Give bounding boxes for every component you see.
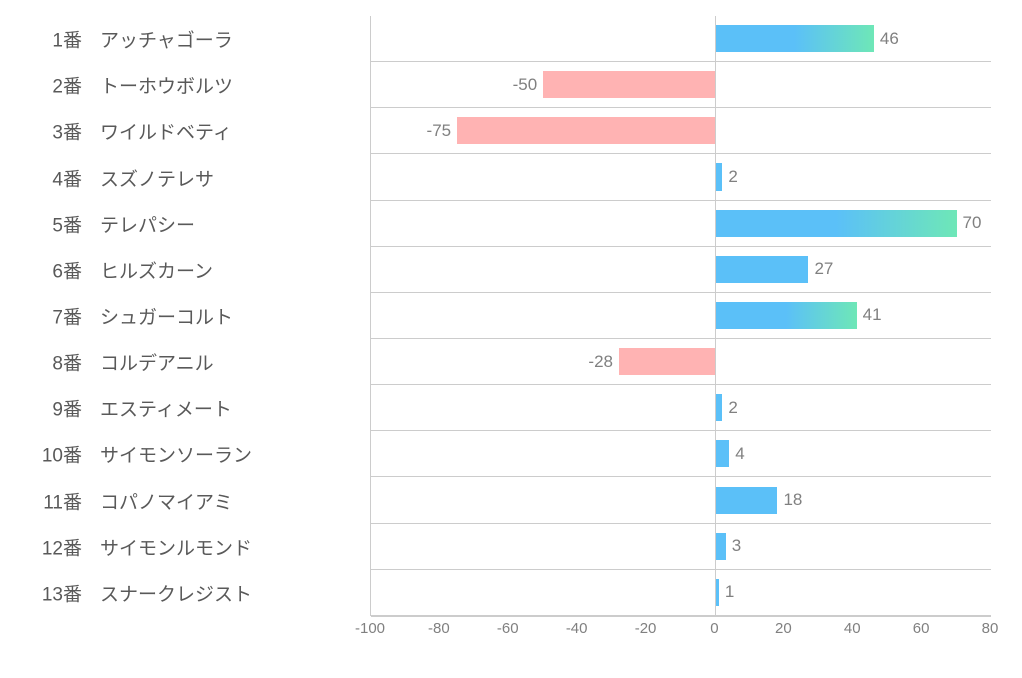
category-name: トーホウボルツ [100,72,233,99]
table-row: 70 [371,201,991,247]
category-number: 13番 [20,579,82,606]
category-name: サイモンソーラン [100,441,252,468]
category-name: ワイルドベティ [100,118,232,145]
x-tick-label: -60 [497,620,519,637]
bar-value-label: 3 [732,536,741,556]
bar [715,25,873,52]
table-row: -50 [371,62,991,108]
category-name: シュガーコルト [100,302,233,329]
bar-value-label: -28 [588,352,613,372]
x-tick-label: 0 [710,620,718,637]
category-number: 1番 [20,26,82,53]
category-number: 8番 [20,349,82,376]
bar [715,256,808,283]
bar-value-label: 1 [725,582,734,602]
x-tick-label: -100 [355,620,385,637]
bar [715,533,725,560]
bar-value-label: -50 [513,75,538,95]
table-row: 4 [371,431,991,477]
category-name: テレパシー [100,210,195,237]
x-axis-line [371,616,991,617]
x-tick-label: 60 [913,620,930,637]
bar [619,348,715,375]
bar [715,302,856,329]
zero-axis-line [715,16,716,616]
bar [715,394,722,421]
table-row: 18 [371,478,991,524]
table-row: 27 [371,247,991,293]
table-row: 2 [371,154,991,200]
bar-value-label: 46 [880,29,899,49]
category-name: サイモンルモンド [100,533,252,560]
bar-value-label: 18 [783,490,802,510]
category-number: 3番 [20,118,82,145]
category-name: エスティメート [100,395,232,422]
x-tick-label: -20 [635,620,657,637]
category-number: 6番 [20,256,82,283]
bar [543,71,715,98]
table-row: 2 [371,385,991,431]
bar [457,117,715,144]
table-row: 3 [371,524,991,570]
category-number: 10番 [20,441,82,468]
bar-value-label: 4 [735,444,744,464]
bar [715,210,956,237]
x-tick-label: -80 [428,620,450,637]
x-tick-label: 20 [775,620,792,637]
x-tick-label: -40 [566,620,588,637]
x-tick-label: 80 [982,620,999,637]
table-row: 41 [371,293,991,339]
diverging-bar-chart: 46 -50 -75 2 70 27 41 -28 2 4 18 3 1 1番アッチャゴーラ 2番トーホウ… [0,0,1022,678]
category-number: 4番 [20,164,82,191]
table-row: 46 [371,16,991,62]
table-row: -75 [371,108,991,154]
category-number: 11番 [20,487,82,514]
table-row: -28 [371,339,991,385]
bar-value-label: 41 [863,305,882,325]
bar [715,487,777,514]
category-name: スナークレジスト [100,579,252,606]
category-number: 5番 [20,210,82,237]
bar-value-label: -75 [427,121,452,141]
category-name: コルデアニル [100,349,214,376]
bar-value-label: 2 [728,398,737,418]
bar-value-label: 2 [728,167,737,187]
bar-value-label: 70 [963,213,982,233]
category-number: 12番 [20,533,82,560]
bar [715,440,729,467]
table-row: 1 [371,570,991,616]
category-name: ヒルズカーン [100,256,213,283]
plot-area: 46 -50 -75 2 70 27 41 -28 2 4 18 3 1 [370,16,991,616]
category-name: アッチャゴーラ [100,26,233,53]
category-number: 2番 [20,72,82,99]
bar [715,163,722,190]
bar-value-label: 27 [814,259,833,279]
x-tick-label: 40 [844,620,861,637]
category-number: 7番 [20,302,82,329]
category-name: コパノマイアミ [100,487,233,514]
category-name: スズノテレサ [100,164,214,191]
category-number: 9番 [20,395,82,422]
